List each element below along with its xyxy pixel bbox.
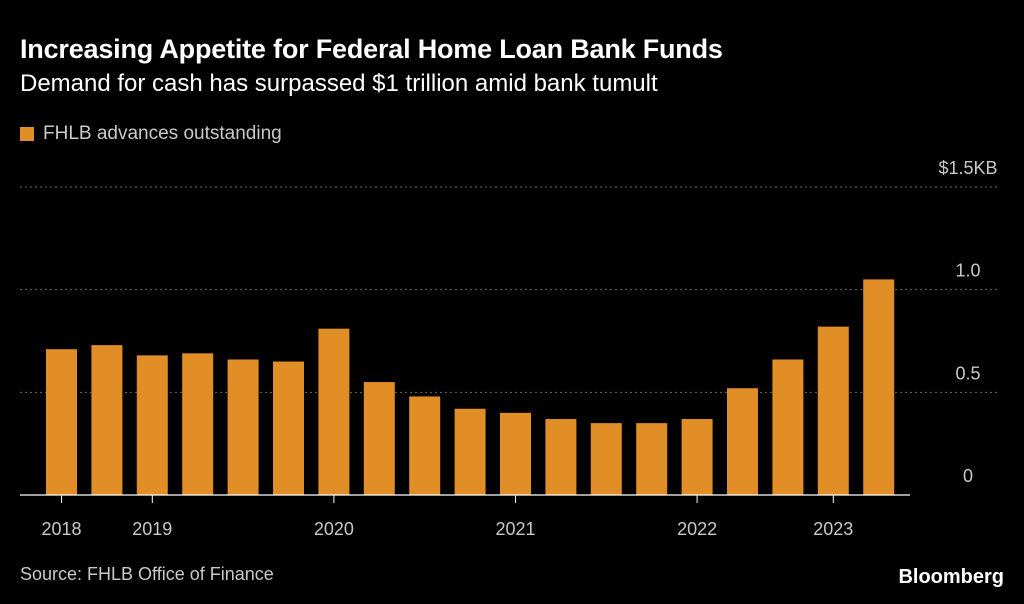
bar bbox=[91, 345, 123, 495]
bar bbox=[772, 359, 804, 495]
x-tick-label: 2020 bbox=[314, 519, 354, 539]
y-tick-label: 0.5 bbox=[955, 363, 980, 383]
y-tick-label: $1.5KB bbox=[938, 158, 997, 178]
bloomberg-logo: Bloomberg bbox=[898, 566, 1004, 588]
y-tick-label: 0 bbox=[963, 466, 973, 486]
bar bbox=[817, 326, 849, 495]
y-tick-label: 1.0 bbox=[955, 261, 980, 281]
legend: FHLB advances outstanding bbox=[20, 123, 282, 145]
legend-label: FHLB advances outstanding bbox=[43, 123, 282, 144]
chart-subtitle: Demand for cash has surpassed $1 trillio… bbox=[20, 70, 658, 97]
legend-swatch bbox=[20, 127, 34, 141]
chart-title: Increasing Appetite for Federal Home Loa… bbox=[20, 34, 723, 64]
bar bbox=[636, 423, 668, 495]
bar bbox=[409, 396, 441, 495]
bar bbox=[545, 419, 577, 495]
source-note: Source: FHLB Office of Finance bbox=[20, 564, 274, 584]
bar bbox=[363, 382, 395, 495]
x-tick-label: 2023 bbox=[813, 519, 853, 539]
x-tick-label: 2022 bbox=[677, 519, 717, 539]
bar bbox=[500, 412, 531, 495]
bar bbox=[136, 355, 168, 495]
bar bbox=[227, 359, 259, 495]
bar bbox=[46, 349, 77, 495]
bar bbox=[273, 361, 304, 495]
bar bbox=[727, 388, 758, 495]
bar bbox=[590, 423, 622, 495]
x-tick-label: 2019 bbox=[132, 519, 172, 539]
bar bbox=[681, 419, 713, 495]
x-tick-label: 2021 bbox=[495, 519, 535, 539]
bar bbox=[863, 279, 895, 495]
bar bbox=[454, 408, 486, 495]
x-tick-label: 2018 bbox=[41, 519, 81, 539]
bar bbox=[182, 353, 214, 495]
bar bbox=[318, 328, 350, 495]
